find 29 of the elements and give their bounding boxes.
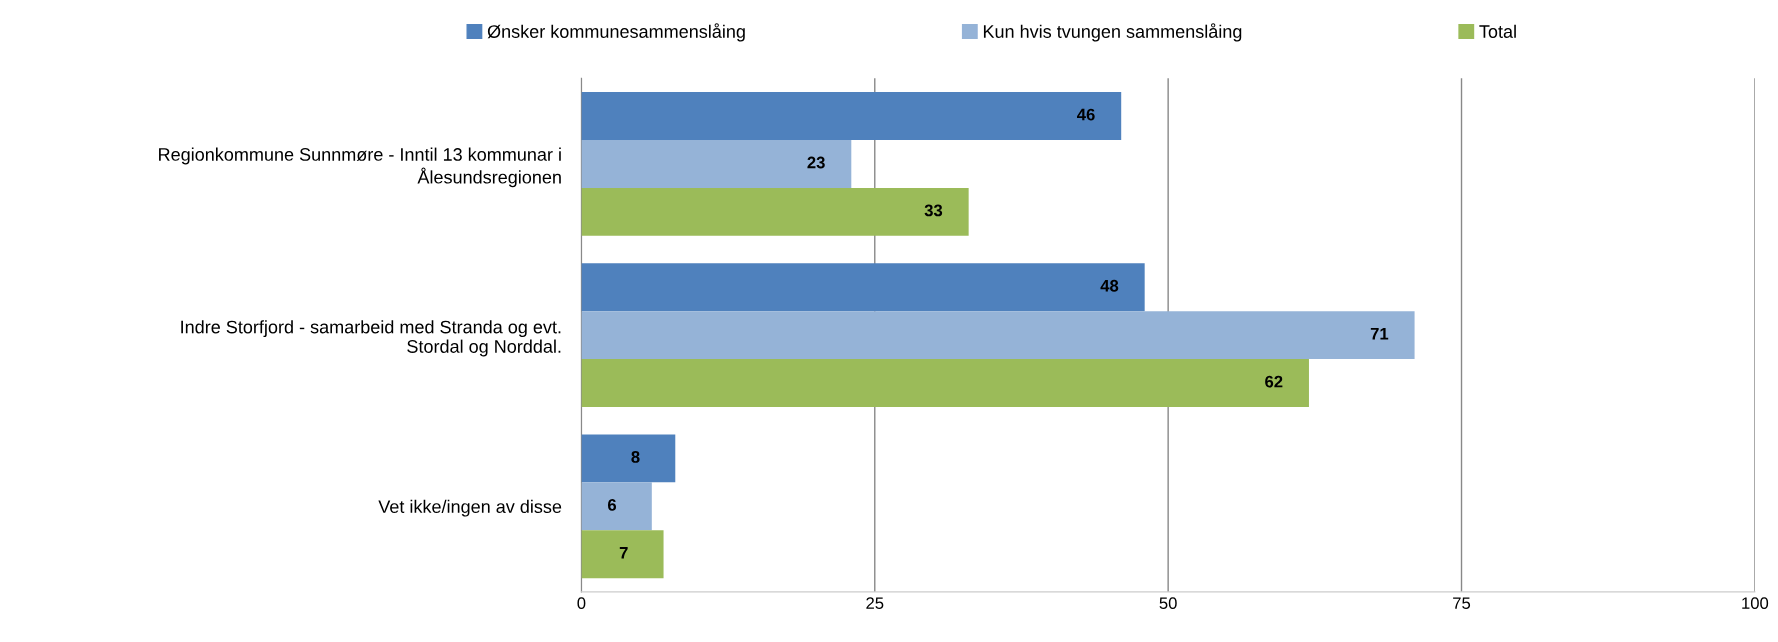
bar <box>581 482 652 531</box>
x-tick-label: 50 <box>1159 597 1177 610</box>
legend-label: Kun hvis tvungen sammenslåing <box>983 23 1242 42</box>
data-label: 33 <box>924 204 943 217</box>
legend-label: Total <box>1479 24 1516 38</box>
bar <box>581 92 1122 140</box>
bar <box>581 139 852 188</box>
data-label: 48 <box>1100 279 1119 292</box>
y-tick-label: Regionkommune Sunnmøre - Inntil 13 kommunar i Ålesundsregionen <box>159 147 561 188</box>
data-label: 8 <box>631 451 640 463</box>
data-label: 6 <box>607 499 617 511</box>
bar <box>581 187 969 236</box>
bar <box>581 359 1309 408</box>
bar <box>581 263 1145 312</box>
bar <box>581 311 1415 360</box>
x-tick-label: 100 <box>1742 597 1769 610</box>
y-tick-label: Vet ikke/ingen av disse <box>378 499 562 517</box>
y-tick-label: Indre Storfjord - samarbeid med Stranda og evt. Stordal og Norddal. <box>181 320 561 357</box>
x-tick-label: 0 <box>577 597 586 610</box>
data-label: 46 <box>1077 108 1095 121</box>
x-tick-label: 25 <box>866 597 884 610</box>
x-tick-label: 75 <box>1453 597 1471 610</box>
legend-label: Ønsker kommunesammenslåing <box>487 23 745 42</box>
data-label: 71 <box>1370 327 1389 340</box>
bar <box>581 530 664 579</box>
data-label: 7 <box>619 547 628 559</box>
data-label: 62 <box>1265 375 1283 388</box>
data-label: 23 <box>807 156 825 169</box>
bar <box>581 434 676 483</box>
